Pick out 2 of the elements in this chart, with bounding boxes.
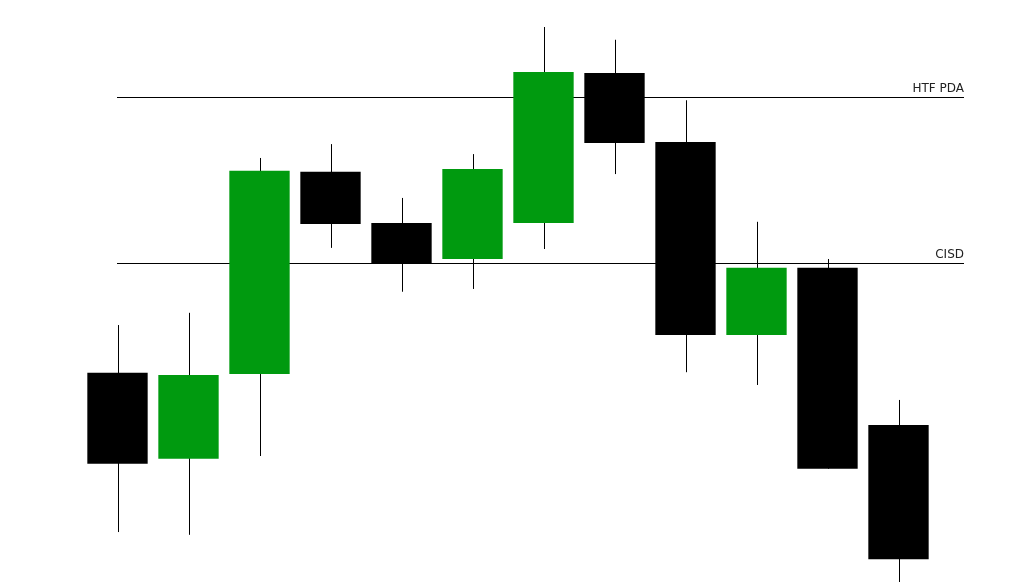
ref-line-label: HTF PDA	[912, 80, 965, 95]
ref-line-label: CISD	[935, 246, 964, 261]
